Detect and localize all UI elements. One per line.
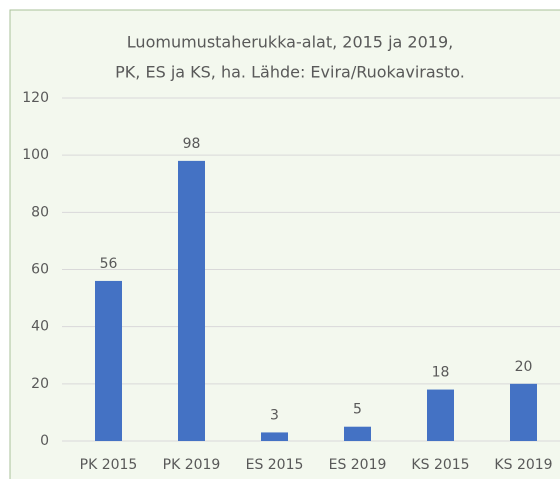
y-tick-label: 40 bbox=[31, 319, 49, 335]
y-tick-label: 100 bbox=[22, 147, 49, 163]
x-tick-label: KS 2015 bbox=[411, 457, 469, 473]
bar bbox=[344, 426, 371, 441]
bar bbox=[261, 432, 288, 441]
x-tick-label: PK 2015 bbox=[80, 457, 138, 473]
data-label: 3 bbox=[270, 407, 279, 423]
data-label: 5 bbox=[353, 402, 362, 418]
data-label: 18 bbox=[432, 365, 450, 381]
data-label: 56 bbox=[100, 256, 118, 272]
y-tick-label: 20 bbox=[31, 376, 49, 392]
x-tick-label: ES 2019 bbox=[329, 457, 387, 473]
data-label: 20 bbox=[515, 359, 533, 375]
x-tick-label: KS 2019 bbox=[494, 457, 552, 473]
chart-title: Luomumustaherukka-alat, 2015 ja 2019, bbox=[127, 33, 453, 52]
x-tick-label: PK 2019 bbox=[163, 457, 221, 473]
bar bbox=[510, 383, 537, 441]
data-label: 98 bbox=[183, 136, 201, 152]
x-tick-label: ES 2015 bbox=[246, 457, 304, 473]
bar bbox=[427, 389, 454, 441]
bar bbox=[178, 160, 205, 441]
chart-title: PK, ES ja KS, ha. Lähde: Evira/Ruokavira… bbox=[115, 63, 465, 82]
y-tick-label: 0 bbox=[40, 433, 49, 449]
y-tick-label: 120 bbox=[22, 90, 49, 106]
y-tick-label: 80 bbox=[31, 204, 49, 220]
y-tick-label: 60 bbox=[31, 262, 49, 278]
bar bbox=[95, 280, 122, 441]
